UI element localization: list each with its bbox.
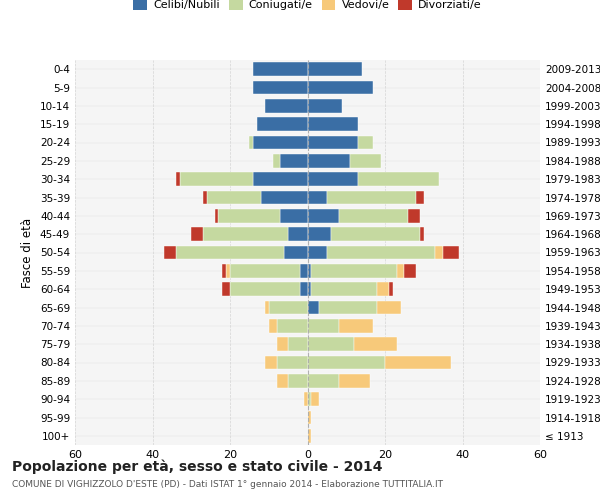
Bar: [311, 264, 397, 278]
Bar: [203, 190, 207, 204]
Bar: [408, 209, 420, 222]
Bar: [389, 282, 393, 296]
Bar: [265, 99, 308, 112]
Bar: [308, 356, 385, 370]
Bar: [257, 118, 308, 131]
Bar: [385, 356, 451, 370]
Bar: [230, 264, 300, 278]
Bar: [377, 282, 389, 296]
Bar: [280, 154, 308, 168]
Bar: [261, 190, 308, 204]
Bar: [253, 80, 308, 94]
Bar: [308, 338, 354, 351]
Bar: [443, 246, 458, 260]
Bar: [191, 228, 203, 241]
Bar: [308, 228, 331, 241]
Bar: [308, 80, 373, 94]
Text: COMUNE DI VIGHIZZOLO D'ESTE (PD) - Dati ISTAT 1° gennaio 2014 - Elaborazione TUT: COMUNE DI VIGHIZZOLO D'ESTE (PD) - Dati …: [12, 480, 443, 489]
Bar: [308, 300, 319, 314]
Bar: [308, 246, 327, 260]
Bar: [215, 209, 218, 222]
Bar: [319, 300, 377, 314]
Bar: [226, 264, 230, 278]
Bar: [358, 136, 373, 149]
Bar: [222, 264, 226, 278]
Bar: [436, 246, 443, 260]
Bar: [222, 282, 230, 296]
Bar: [176, 246, 284, 260]
Bar: [269, 319, 277, 332]
Bar: [277, 374, 288, 388]
Bar: [207, 190, 261, 204]
Bar: [280, 209, 308, 222]
Bar: [277, 356, 308, 370]
Bar: [277, 319, 308, 332]
Bar: [253, 136, 308, 149]
Bar: [377, 300, 401, 314]
Bar: [265, 356, 277, 370]
Bar: [308, 136, 358, 149]
Bar: [304, 392, 308, 406]
Bar: [218, 209, 280, 222]
Bar: [416, 190, 424, 204]
Bar: [176, 172, 179, 186]
Bar: [308, 118, 358, 131]
Bar: [338, 374, 370, 388]
Bar: [308, 392, 311, 406]
Bar: [327, 190, 416, 204]
Bar: [308, 172, 358, 186]
Bar: [338, 319, 373, 332]
Bar: [300, 264, 308, 278]
Bar: [269, 300, 308, 314]
Bar: [308, 190, 327, 204]
Bar: [272, 154, 280, 168]
Bar: [308, 319, 338, 332]
Legend: Celibi/Nubili, Coniugati/e, Vedovi/e, Divorziati/e: Celibi/Nubili, Coniugati/e, Vedovi/e, Di…: [130, 0, 485, 14]
Bar: [327, 246, 436, 260]
Bar: [358, 172, 439, 186]
Bar: [284, 246, 308, 260]
Y-axis label: Fasce di età: Fasce di età: [22, 218, 34, 288]
Bar: [253, 62, 308, 76]
Bar: [397, 264, 404, 278]
Bar: [179, 172, 253, 186]
Bar: [288, 374, 308, 388]
Text: Popolazione per età, sesso e stato civile - 2014: Popolazione per età, sesso e stato civil…: [12, 460, 383, 474]
Bar: [203, 228, 288, 241]
Bar: [420, 228, 424, 241]
Bar: [308, 154, 350, 168]
Bar: [288, 338, 308, 351]
Bar: [308, 374, 338, 388]
Bar: [354, 338, 397, 351]
Bar: [164, 246, 176, 260]
Bar: [277, 338, 288, 351]
Bar: [308, 99, 343, 112]
Bar: [308, 264, 311, 278]
Bar: [308, 429, 311, 442]
Bar: [230, 282, 300, 296]
Bar: [311, 392, 319, 406]
Bar: [308, 62, 362, 76]
Bar: [338, 209, 408, 222]
Bar: [404, 264, 416, 278]
Bar: [308, 209, 338, 222]
Bar: [250, 136, 253, 149]
Bar: [288, 228, 308, 241]
Bar: [300, 282, 308, 296]
Bar: [253, 172, 308, 186]
Bar: [311, 282, 377, 296]
Bar: [308, 282, 311, 296]
Bar: [308, 410, 311, 424]
Bar: [350, 154, 381, 168]
Bar: [265, 300, 269, 314]
Bar: [331, 228, 420, 241]
